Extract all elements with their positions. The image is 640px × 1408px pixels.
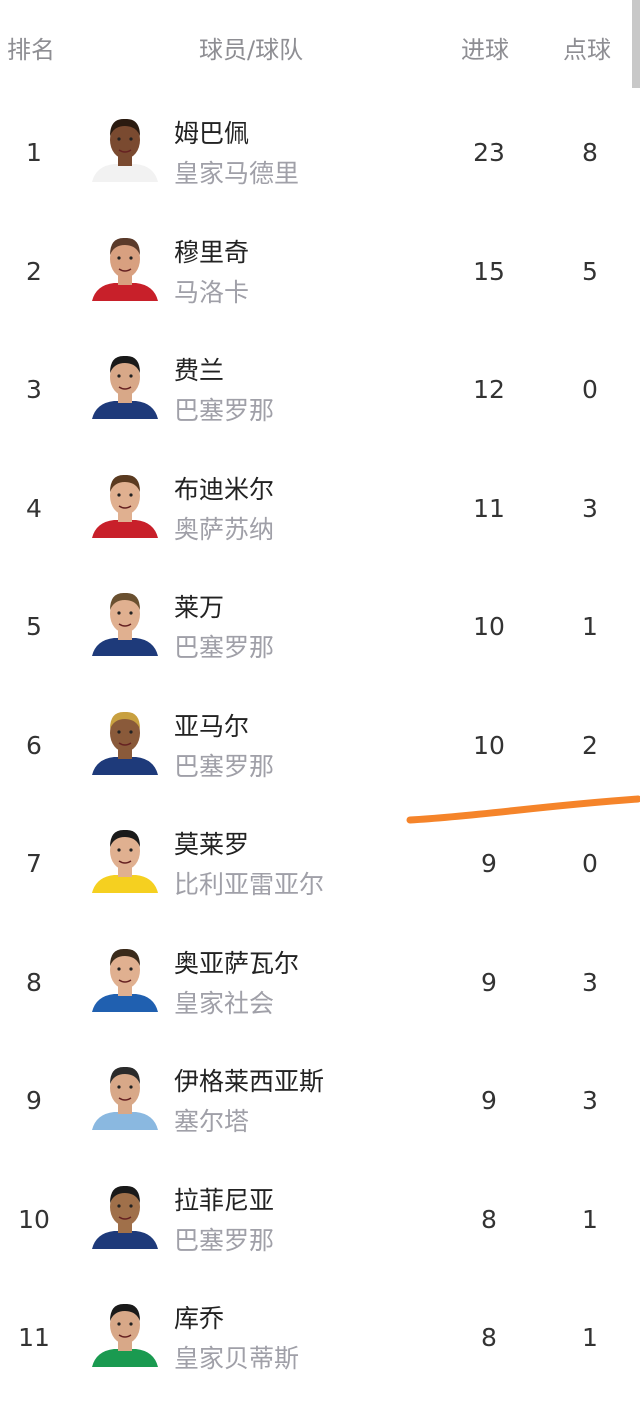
player-avatar-icon xyxy=(92,237,158,301)
player-name[interactable]: 莱万 xyxy=(174,593,225,622)
goals: 15 xyxy=(473,256,505,286)
player-avatar-icon xyxy=(92,1185,158,1249)
penalties: 3 xyxy=(582,967,598,997)
team-name[interactable]: 皇家马德里 xyxy=(174,159,300,188)
header-goals[interactable]: 进球 xyxy=(461,36,509,64)
rank: 8 xyxy=(26,967,42,997)
table-row[interactable]: 10 拉菲尼亚 巴塞罗那 8 1 xyxy=(0,1163,640,1281)
header-rank: 排名 xyxy=(7,36,55,64)
penalties: 1 xyxy=(582,612,598,641)
player-avatar-icon xyxy=(92,1303,158,1367)
scrollbar[interactable] xyxy=(632,0,640,88)
player-avatar-icon xyxy=(92,592,158,656)
rank: 10 xyxy=(18,1204,50,1234)
table-row[interactable]: 2 穆里奇 马洛卡 15 5 xyxy=(0,215,640,333)
player-name[interactable]: 拉菲尼亚 xyxy=(174,1185,275,1215)
penalties: 5 xyxy=(582,256,598,286)
player-name[interactable]: 库乔 xyxy=(174,1304,225,1333)
table-row[interactable]: 1 姆巴佩 皇家马德里 23 8 xyxy=(0,96,640,214)
table-row[interactable]: 4 布迪米尔 奥萨苏纳 11 3 xyxy=(0,452,640,570)
penalties: 0 xyxy=(582,849,598,878)
penalties: 8 xyxy=(582,138,598,167)
team-name[interactable]: 皇家贝蒂斯 xyxy=(174,1344,300,1373)
goals: 11 xyxy=(473,493,505,523)
rank: 4 xyxy=(26,493,42,523)
table-row[interactable]: 11 库乔 皇家贝蒂斯 8 1 xyxy=(0,1281,640,1399)
rank: 11 xyxy=(18,1323,50,1352)
penalties: 1 xyxy=(582,1323,598,1352)
player-avatar-icon xyxy=(92,829,158,893)
team-name[interactable]: 巴塞罗那 xyxy=(174,396,275,425)
rank: 3 xyxy=(26,375,42,404)
team-name[interactable]: 皇家社会 xyxy=(174,988,275,1018)
rank: 2 xyxy=(26,256,42,286)
goals: 10 xyxy=(473,612,505,641)
goals: 8 xyxy=(481,1323,497,1352)
team-name[interactable]: 巴塞罗那 xyxy=(174,1225,275,1255)
goals: 23 xyxy=(473,138,505,167)
player-avatar-icon xyxy=(92,1066,158,1130)
team-name[interactable]: 马洛卡 xyxy=(174,277,250,307)
player-name[interactable]: 费兰 xyxy=(174,356,225,385)
rank: 5 xyxy=(26,612,42,641)
team-name[interactable]: 比利亚雷亚尔 xyxy=(174,870,325,899)
player-name[interactable]: 莫莱罗 xyxy=(174,830,250,859)
team-name[interactable]: 奥萨苏纳 xyxy=(174,514,275,544)
player-name[interactable]: 伊格莱西亚斯 xyxy=(174,1067,325,1096)
goals: 8 xyxy=(481,1204,497,1234)
penalties: 0 xyxy=(582,375,598,404)
goals: 9 xyxy=(481,967,497,997)
goals: 9 xyxy=(481,1086,497,1115)
table-row[interactable]: 6 亚马尔 巴塞罗那 10 2 xyxy=(0,689,640,807)
penalties: 1 xyxy=(582,1204,598,1234)
goals: 9 xyxy=(481,849,497,878)
player-avatar-icon xyxy=(92,948,158,1012)
table-header: 排名 球员/球队 进球 点球 xyxy=(0,0,640,96)
table-row[interactable]: 8 奥亚萨瓦尔 皇家社会 9 3 xyxy=(0,926,640,1044)
player-name[interactable]: 姆巴佩 xyxy=(174,119,250,148)
player-avatar-icon xyxy=(92,474,158,538)
player-avatar-icon xyxy=(92,118,158,182)
header-player-team: 球员/球队 xyxy=(199,36,304,64)
table-row[interactable]: 7 莫莱罗 比利亚雷亚尔 9 0 xyxy=(0,807,640,925)
table-row[interactable]: 9 伊格莱西亚斯 塞尔塔 9 3 xyxy=(0,1044,640,1162)
table-row[interactable]: 3 费兰 巴塞罗那 12 0 xyxy=(0,333,640,451)
goals: 12 xyxy=(473,375,505,404)
player-name[interactable]: 奥亚萨瓦尔 xyxy=(174,948,300,978)
player-avatar-icon xyxy=(92,711,158,775)
team-name[interactable]: 巴塞罗那 xyxy=(174,751,275,781)
team-name[interactable]: 巴塞罗那 xyxy=(174,633,275,662)
rank: 9 xyxy=(26,1086,42,1115)
rank: 7 xyxy=(26,849,42,878)
penalties: 3 xyxy=(582,1086,598,1115)
goals: 10 xyxy=(473,730,505,760)
header-penalties[interactable]: 点球 xyxy=(563,36,611,64)
team-name[interactable]: 塞尔塔 xyxy=(174,1107,250,1136)
penalties: 2 xyxy=(582,730,598,760)
player-avatar-icon xyxy=(92,355,158,419)
rank: 6 xyxy=(26,730,42,760)
player-name[interactable]: 穆里奇 xyxy=(174,237,250,267)
rank: 1 xyxy=(26,138,42,167)
player-name[interactable]: 亚马尔 xyxy=(174,711,250,741)
table-row[interactable]: 5 莱万 巴塞罗那 10 1 xyxy=(0,570,640,688)
player-name[interactable]: 布迪米尔 xyxy=(174,474,275,504)
penalties: 3 xyxy=(582,493,598,523)
